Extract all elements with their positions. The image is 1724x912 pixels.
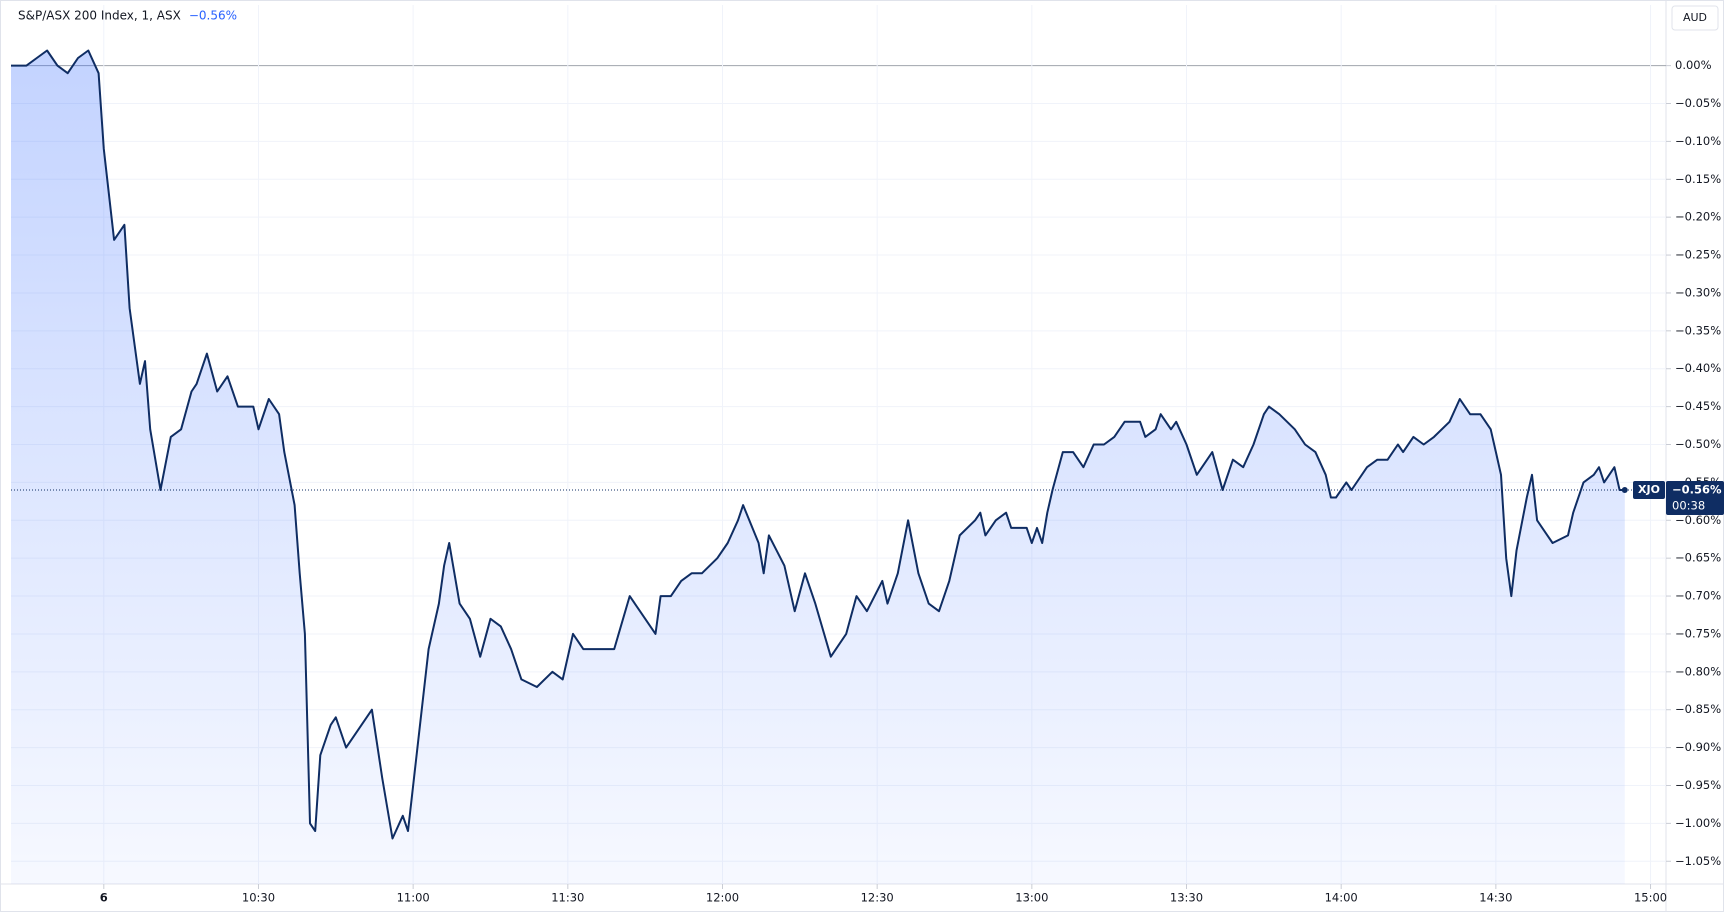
price-tag — [1666, 480, 1724, 515]
x-tick-label: 6 — [100, 891, 108, 905]
area — [11, 50, 1625, 884]
change-label: −0.56% — [189, 9, 237, 23]
y-tick-label: −0.50% — [1675, 437, 1721, 451]
y-tick-label: −0.85% — [1675, 702, 1721, 716]
symbol-tag — [1633, 480, 1665, 499]
y-tick-label: −1.00% — [1675, 816, 1721, 830]
y-tick-label: −0.70% — [1675, 589, 1721, 603]
y-tick-label: −0.20% — [1675, 210, 1721, 224]
y-tick-label: −0.35% — [1675, 323, 1721, 337]
x-tick-label: 11:00 — [397, 891, 430, 905]
y-tick-label: −0.40% — [1675, 361, 1721, 375]
currency-label[interactable]: AUD — [1683, 11, 1707, 24]
x-tick-label: 10:30 — [242, 891, 275, 905]
y-tick-label: −0.95% — [1675, 778, 1721, 792]
y-tick-label: −0.10% — [1675, 134, 1721, 148]
line — [11, 49, 1625, 840]
countdown-label: 00:38 — [1672, 498, 1705, 512]
y-tick-label: −0.15% — [1675, 172, 1721, 186]
y-tick-label: −0.90% — [1675, 740, 1721, 754]
y-tick-label: −0.05% — [1675, 96, 1721, 110]
y-tick-label: −1.05% — [1675, 854, 1721, 868]
price-tag-label: −0.56% — [1672, 482, 1722, 496]
y-tick-label: −0.75% — [1675, 626, 1721, 640]
y-tick-label: −0.45% — [1675, 399, 1721, 413]
y-tick-label: −0.25% — [1675, 248, 1721, 262]
x-tick-label: 14:00 — [1325, 891, 1358, 905]
x-tick-label: 14:30 — [1479, 891, 1512, 905]
x-tick-label: 12:30 — [861, 891, 894, 905]
symbol-label: XJO — [1638, 483, 1660, 496]
chart-title: S&P/ASX 200 Index, 1, ASX — [18, 9, 181, 23]
x-tick-label: 13:30 — [1170, 891, 1203, 905]
x-tick-label: 15:00 — [1634, 891, 1667, 905]
x-tick-label: 11:30 — [551, 891, 584, 905]
y-tick-label: −0.65% — [1675, 551, 1721, 565]
y-tick-label: −0.60% — [1675, 513, 1721, 527]
currency-button[interactable] — [1671, 5, 1719, 31]
x-tick-label: 12:00 — [706, 891, 739, 905]
last-value-dot — [1621, 486, 1628, 493]
y-tick-label: −0.80% — [1675, 664, 1721, 678]
y-tick-label: 0.00% — [1675, 58, 1712, 72]
x-tick-label: 13:00 — [1015, 891, 1048, 905]
y-tick-label: −0.30% — [1675, 285, 1721, 299]
